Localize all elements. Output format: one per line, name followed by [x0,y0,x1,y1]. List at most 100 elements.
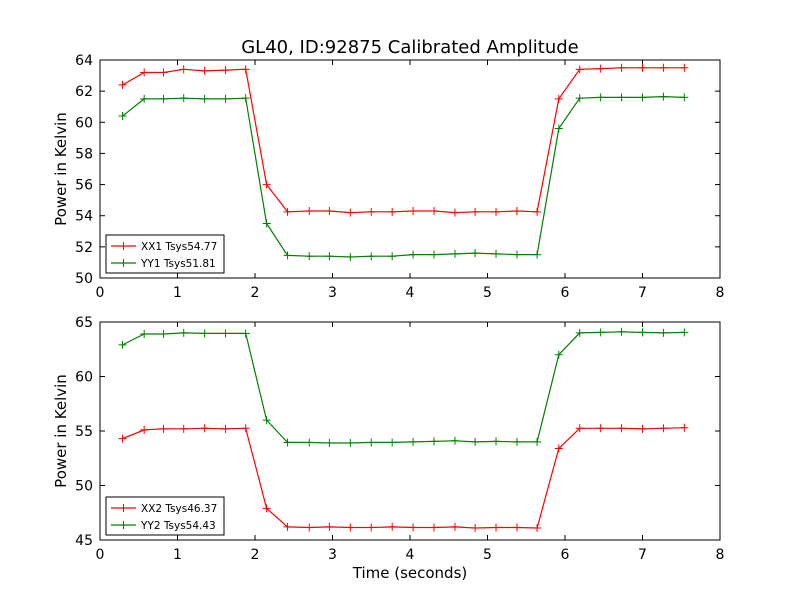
data-point [388,207,397,216]
data-point [221,94,230,103]
data-point [179,328,188,337]
data-point [241,329,250,338]
series-line-yy2 [122,331,685,444]
y-axis-label: Power in Kelvin [52,112,70,226]
data-point [575,65,584,74]
data-point [596,328,605,337]
data-point [305,438,314,447]
x-tick-label: 6 [561,547,570,563]
x-tick-label: 4 [406,547,415,563]
data-point [241,94,250,103]
data-point [140,68,149,77]
data-point [575,94,584,103]
y-tick-label: 62 [75,84,93,100]
legend-marker [119,242,128,250]
legend-marker [119,521,128,529]
data-point [659,92,668,101]
data-point [346,438,355,447]
data-point [179,94,188,103]
data-point [512,207,521,216]
data-point [367,252,376,261]
y-tick-label: 64 [75,53,93,69]
x-tick-label: 7 [638,547,647,563]
y-tick-label: 45 [75,533,93,549]
data-point [596,93,605,102]
data-point [596,424,605,433]
data-point [554,124,563,133]
x-tick-label: 3 [328,547,337,563]
x-tick-label: 2 [251,547,260,563]
data-point [140,425,149,434]
y-tick-label: 54 [75,209,93,225]
data-point [262,180,271,189]
data-point [179,424,188,433]
data-point [659,63,668,72]
data-point [305,207,314,216]
x-tick-label: 1 [173,547,182,563]
data-point [659,328,668,337]
data-point [325,438,334,447]
data-point [575,424,584,433]
data-point [367,523,376,532]
data-point [554,350,563,359]
data-point [388,438,397,447]
data-point [554,444,563,453]
data-point [283,251,292,260]
data-point [471,524,480,533]
data-point [492,249,501,258]
axes-frame [99,59,721,279]
data-point [533,524,542,533]
y-axis-label: Power in Kelvin [52,374,70,488]
x-tick-label: 8 [716,285,725,301]
data-point [680,63,689,72]
legend: XX1 Tsys54.77 YY1 Tsys51.81 [105,234,225,274]
legend-marker [119,259,128,267]
data-point [680,93,689,102]
data-point [512,250,521,259]
data-point [492,207,501,216]
data-point [241,424,250,433]
y-tick-label: 60 [75,370,93,386]
data-point [450,208,459,217]
data-point [325,207,334,216]
data-point [241,65,250,74]
y-tick-label: 65 [75,315,93,331]
data-point [283,438,292,447]
data-point [512,437,521,446]
data-point [638,93,647,102]
data-point [409,523,418,532]
data-point [450,436,459,445]
data-point [575,328,584,337]
data-point [596,64,605,73]
data-point [409,207,418,216]
data-point [221,424,230,433]
data-point [118,434,127,443]
y-tick-label: 60 [75,115,93,131]
legend: XX2 Tsys46.37 YY2 Tsys54.43 [105,496,225,536]
data-point [617,63,626,72]
data-point [533,207,542,216]
data-point [554,94,563,103]
series-line-yy1 [122,95,685,258]
data-point [159,424,168,433]
data-point [305,252,314,261]
chart-title: GL40, ID:92875 Calibrated Amplitude [241,37,579,58]
data-point [179,65,188,74]
data-point [262,416,271,425]
x-axis-label: Time (seconds) [352,564,468,582]
y-tick-label: 52 [75,240,93,256]
y-tick-label: 50 [75,271,93,287]
data-point [159,94,168,103]
data-point [617,93,626,102]
x-tick-label: 6 [561,285,570,301]
legend-label: YY2 Tsys54.43 [140,520,216,532]
data-point [140,329,149,338]
data-point [430,250,439,259]
data-point [283,207,292,216]
data-point [638,328,647,337]
data-point [283,522,292,531]
data-point [262,219,271,228]
data-point [325,522,334,531]
data-point [118,80,127,89]
